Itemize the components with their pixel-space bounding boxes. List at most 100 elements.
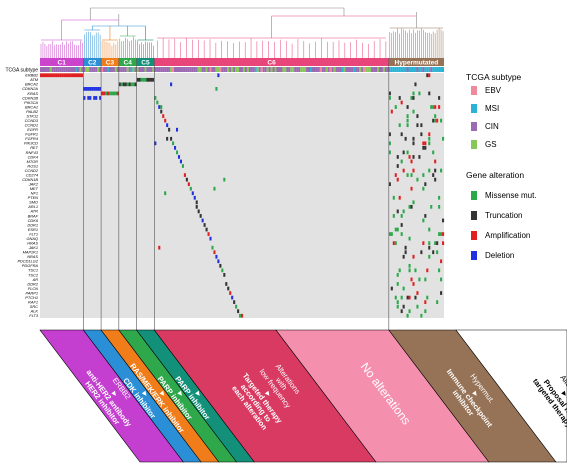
gene-label: RET	[30, 145, 38, 150]
alteration-cell	[412, 155, 415, 159]
alteration-cell	[195, 204, 198, 209]
subtype-cell	[203, 67, 206, 72]
alteration-cell	[160, 105, 163, 109]
subtype-cell	[177, 67, 180, 72]
gene-label: FLCN	[28, 286, 38, 291]
subtype-cell	[142, 67, 145, 72]
alteration-cell	[97, 87, 100, 91]
alteration-cell	[398, 268, 401, 273]
alteration-cell	[400, 232, 403, 236]
alteration-cell	[388, 141, 391, 146]
subtype-cell	[290, 67, 293, 72]
alteration-legend-title: Gene alteration	[466, 170, 524, 180]
alteration-cell	[422, 241, 425, 246]
subtype-cell	[77, 67, 80, 72]
subtype-cell	[343, 67, 346, 72]
alteration-cell	[406, 173, 409, 177]
alteration-cell	[154, 141, 157, 146]
subtype-cell	[371, 67, 374, 72]
alteration-cell	[424, 309, 427, 314]
dendrogram	[40, 7, 444, 58]
alteration-cell	[201, 218, 204, 223]
legend-label: CIN	[485, 122, 499, 131]
subtype-legend: TCGA subtype EBV MSI CIN GS	[466, 72, 522, 149]
subtype-cell	[306, 67, 309, 72]
subtype-cell	[110, 67, 113, 72]
alteration-cell	[440, 118, 443, 123]
alteration-cell	[402, 286, 405, 291]
alteration-cell	[103, 91, 106, 96]
cluster-dividers	[83, 58, 390, 330]
subtype-cell	[406, 67, 409, 72]
alteration-cell	[420, 250, 423, 255]
subtype-cell	[187, 67, 190, 72]
alteration-cell	[175, 150, 179, 155]
subtype-cell	[134, 67, 137, 72]
alteration-cell	[436, 241, 439, 246]
subtype-cell	[87, 67, 90, 72]
alteration-cell	[174, 145, 177, 150]
subtype-cell	[217, 67, 220, 72]
subtype-cell	[248, 67, 251, 72]
alteration-cell	[120, 82, 123, 87]
gene-label: FGFR4	[25, 136, 39, 141]
alteration-cell	[442, 232, 445, 236]
band-8	[455, 329, 567, 463]
gene-label: CDK4	[28, 154, 39, 159]
subtype-cell	[221, 67, 224, 72]
subtype-cell	[432, 67, 435, 72]
alteration-cell	[400, 223, 403, 227]
cluster-c3	[101, 58, 119, 66]
alteration-cell	[101, 91, 104, 96]
alteration-cell	[418, 277, 421, 282]
alteration-cell	[69, 73, 72, 78]
alteration-cell	[412, 282, 415, 286]
alteration-cell	[408, 236, 411, 241]
alteration-cell	[426, 295, 429, 300]
alteration-cell	[398, 123, 401, 128]
gene-label: CCND1	[25, 123, 38, 128]
subtype-cell	[242, 67, 246, 72]
alteration-cell	[440, 277, 443, 282]
alteration-cell	[424, 141, 427, 146]
alteration-cell	[239, 313, 242, 318]
subtype-cell	[189, 67, 192, 72]
gene-label: ATR	[30, 209, 39, 214]
alteration-cell	[193, 195, 196, 200]
alteration-cell	[424, 145, 427, 150]
alteration-cell	[424, 182, 427, 187]
alteration-cell	[390, 286, 393, 291]
subtype-cell	[114, 67, 117, 72]
alteration-cell	[438, 204, 441, 209]
subtype-cell	[209, 67, 212, 72]
subtype-cell	[107, 67, 110, 72]
subtype-cell	[47, 67, 50, 72]
alteration-cell	[440, 232, 443, 236]
band-arrow: ▶	[176, 391, 184, 399]
alteration-cell	[170, 82, 173, 87]
subtype-cell	[440, 67, 443, 72]
alteration-cell	[199, 214, 202, 218]
alteration-cell	[426, 268, 429, 273]
gene-label: RAF1	[28, 299, 38, 304]
alteration-cell	[162, 114, 165, 118]
subtype-cell	[179, 67, 182, 72]
subtype-cell	[308, 67, 311, 72]
subtype-cell	[402, 67, 405, 72]
alteration-cell	[440, 291, 443, 295]
alteration-cell	[434, 105, 437, 109]
subtype-cell	[61, 67, 64, 72]
subtype-cell	[414, 67, 417, 72]
subtype-cell	[329, 67, 332, 72]
alteration-cell	[95, 96, 98, 100]
subtype-cell	[244, 67, 247, 72]
subtype-cell	[207, 67, 210, 72]
alteration-cell	[229, 291, 232, 295]
alteration-cell	[394, 241, 397, 246]
alteration-cell	[75, 73, 78, 78]
subtype-cell	[327, 67, 330, 72]
subtype-cell	[353, 67, 356, 72]
alteration-cell	[396, 304, 399, 309]
subtype-cell	[296, 67, 299, 72]
subtype-cell	[154, 67, 157, 72]
